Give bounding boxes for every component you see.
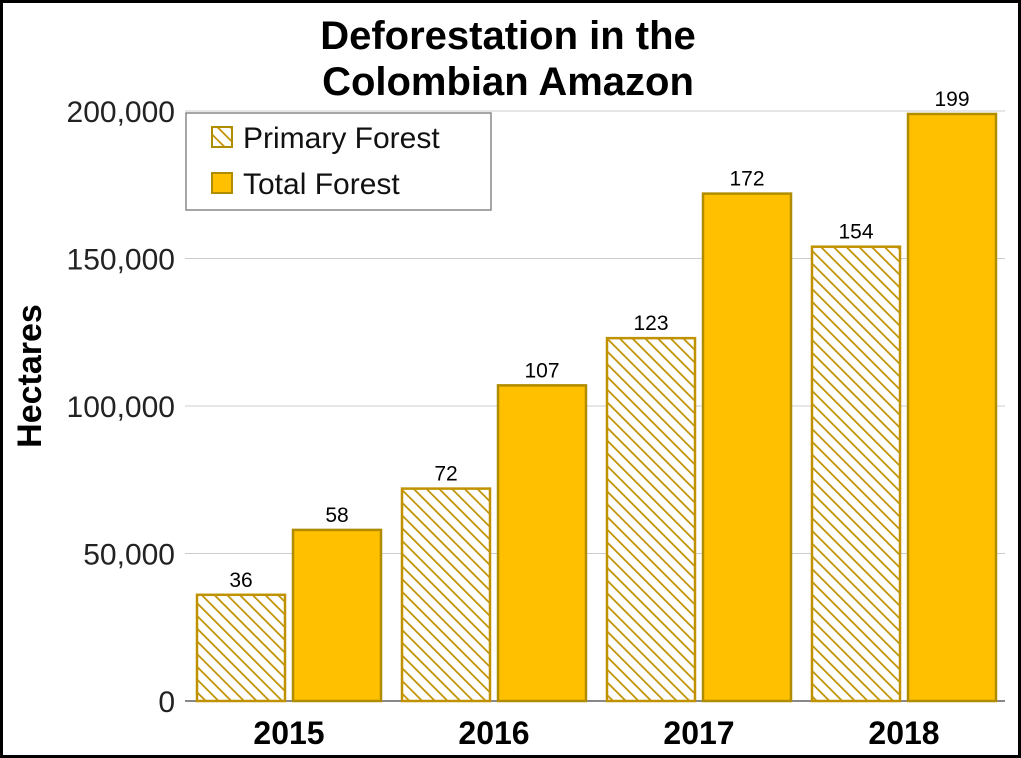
bar-total-forest-2015	[291, 528, 383, 703]
chart-title-line-1: Deforestation in the	[320, 14, 696, 58]
x-tick-label: 2015	[253, 715, 324, 751]
bar-total-forest-2018	[906, 112, 998, 703]
x-tick-label: 2017	[663, 715, 734, 751]
bar-total-forest-2017	[701, 192, 793, 703]
y-tick-label: 0	[158, 686, 175, 719]
x-axis-ticks: 2015 2016 2017 2018	[253, 715, 939, 751]
legend-label-primary-forest: Primary Forest	[243, 122, 440, 155]
y-axis-label: Hectares	[11, 304, 49, 448]
legend-swatch-primary-forest	[211, 126, 233, 148]
data-label-primary-forest-2016: 72	[434, 463, 457, 486]
data-label-total-forest-2016: 107	[524, 359, 559, 382]
x-tick-label: 2016	[458, 715, 529, 751]
bar-primary-forest-2017	[605, 336, 697, 703]
y-tick-label: 100,000	[67, 391, 175, 424]
bar-primary-forest-2015	[195, 593, 287, 703]
y-tick-label: 150,000	[67, 244, 175, 277]
bar-primary-forest-2018	[810, 245, 902, 703]
data-label-primary-forest-2017: 123	[633, 312, 668, 335]
y-tick-label: 50,000	[83, 539, 175, 572]
data-label-primary-forest-2015: 36	[229, 569, 252, 592]
chart-title-line-2: Colombian Amazon	[322, 60, 694, 104]
y-tick-label: 200,000	[67, 96, 175, 129]
bars	[195, 112, 998, 703]
bar-chart: Deforestation in the Colombian Amazon 0 5…	[11, 14, 1005, 751]
x-tick-label: 2018	[868, 715, 939, 751]
bar-total-forest-2016	[496, 384, 588, 703]
legend-label-total-forest: Total Forest	[243, 168, 400, 201]
legend-swatch-total-forest	[211, 172, 233, 194]
legend: Primary Forest Total Forest	[185, 112, 492, 211]
data-label-total-forest-2018: 199	[934, 88, 969, 111]
legend-box	[185, 112, 492, 211]
data-label-primary-forest-2018: 154	[838, 221, 873, 244]
data-label-total-forest-2015: 58	[325, 504, 348, 527]
data-labels: 36 58 72 107 123 172 154 199	[229, 88, 969, 592]
y-axis-ticks: 0 50,000 100,000 150,000 200,000	[67, 96, 175, 719]
data-label-total-forest-2017: 172	[729, 168, 764, 191]
bar-primary-forest-2016	[400, 487, 492, 703]
